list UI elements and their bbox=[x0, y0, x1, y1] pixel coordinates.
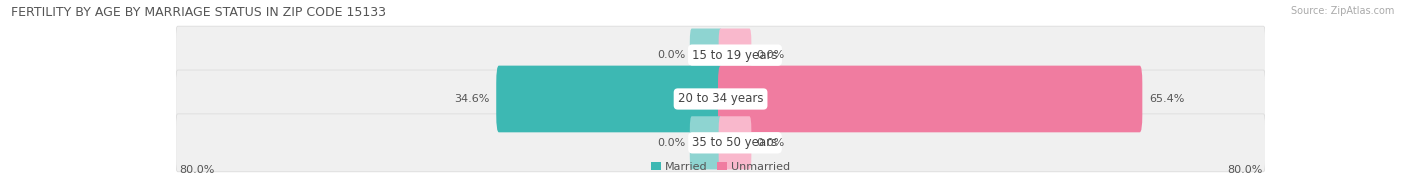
FancyBboxPatch shape bbox=[690, 29, 723, 82]
Text: 80.0%: 80.0% bbox=[1227, 165, 1263, 175]
Legend: Married, Unmarried: Married, Unmarried bbox=[647, 157, 794, 176]
Text: FERTILITY BY AGE BY MARRIAGE STATUS IN ZIP CODE 15133: FERTILITY BY AGE BY MARRIAGE STATUS IN Z… bbox=[11, 6, 387, 19]
Text: 80.0%: 80.0% bbox=[179, 165, 214, 175]
Text: 34.6%: 34.6% bbox=[454, 94, 489, 104]
FancyBboxPatch shape bbox=[718, 29, 751, 82]
Text: 0.0%: 0.0% bbox=[657, 138, 685, 148]
Text: 0.0%: 0.0% bbox=[657, 50, 685, 60]
Text: 15 to 19 years: 15 to 19 years bbox=[692, 49, 778, 62]
Text: 0.0%: 0.0% bbox=[756, 138, 785, 148]
Text: 35 to 50 years: 35 to 50 years bbox=[692, 136, 778, 149]
FancyBboxPatch shape bbox=[718, 66, 1142, 132]
Text: Source: ZipAtlas.com: Source: ZipAtlas.com bbox=[1291, 6, 1395, 16]
FancyBboxPatch shape bbox=[176, 114, 1265, 172]
FancyBboxPatch shape bbox=[176, 26, 1265, 84]
Text: 65.4%: 65.4% bbox=[1149, 94, 1185, 104]
FancyBboxPatch shape bbox=[718, 116, 751, 169]
Text: 20 to 34 years: 20 to 34 years bbox=[678, 93, 763, 105]
Text: 0.0%: 0.0% bbox=[756, 50, 785, 60]
FancyBboxPatch shape bbox=[176, 70, 1265, 128]
FancyBboxPatch shape bbox=[496, 66, 723, 132]
FancyBboxPatch shape bbox=[690, 116, 723, 169]
